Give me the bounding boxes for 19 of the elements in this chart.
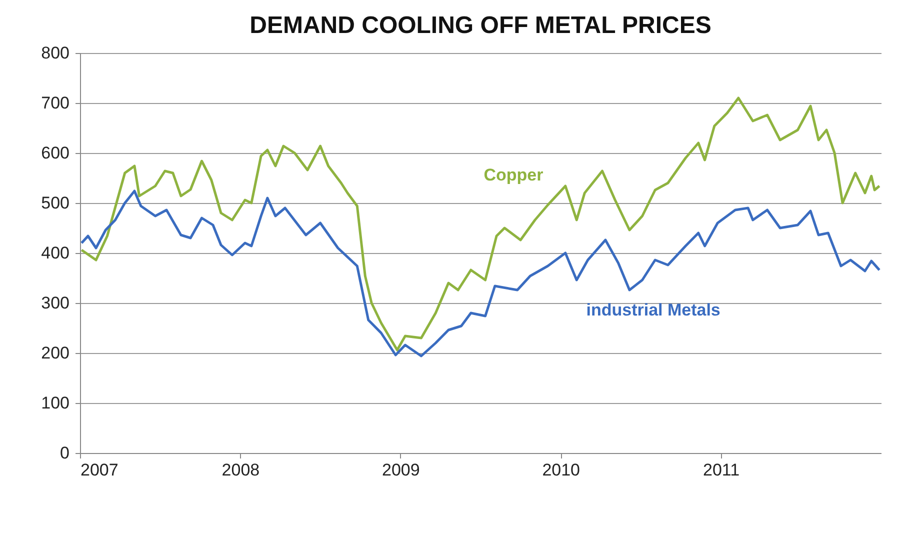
x-tick-label: 2007: [80, 460, 118, 480]
x-tick-label: 2009: [382, 460, 420, 480]
series-label: Copper: [484, 166, 544, 184]
y-tick-label: 400: [41, 244, 70, 262]
x-tick-label: 2011: [703, 460, 740, 480]
y-tick-label: 500: [41, 194, 70, 212]
y-tick-label: 0: [60, 444, 70, 462]
line-series: [80, 96, 881, 352]
y-tick-label: 800: [41, 44, 70, 62]
chart-title: DEMAND COOLING OFF METAL PRICES: [250, 12, 712, 39]
y-tick-label: 600: [41, 144, 70, 162]
y-tick-label: 100: [41, 394, 70, 412]
x-tick-label: 2008: [222, 460, 260, 480]
y-tick-label: 200: [41, 344, 70, 362]
line-series: [80, 190, 881, 358]
y-tick-label: 700: [41, 94, 70, 112]
x-tick-label: 2010: [542, 460, 580, 480]
series-label: industrial Metals: [586, 300, 720, 320]
y-tick-label: 300: [41, 294, 70, 312]
